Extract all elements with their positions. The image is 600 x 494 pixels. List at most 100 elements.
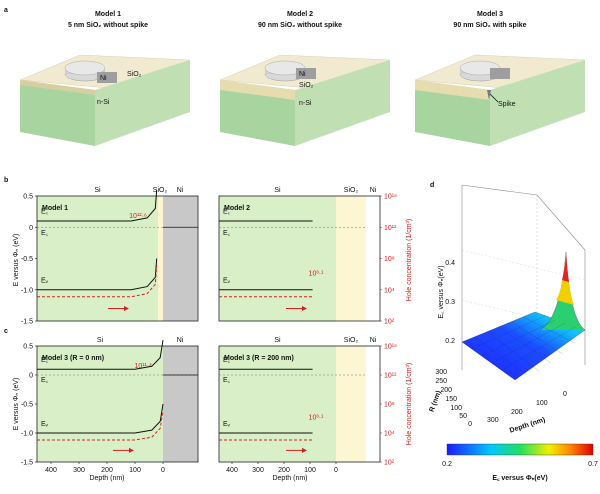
model-1-subtitle: 5 nm SiO₂ without spike [68,22,148,29]
band-panel-c2: Model 3 (R = 200 nm) 10³·¹ E꜀ E꜀ Eᵥ Si SiO₂ Ni 1… [218,337,397,474]
oxide-region [336,346,366,462]
ytick: -0.5 [21,256,33,263]
model-3-title: Model 3 [477,11,503,18]
d-ytick-4: 100 [450,405,462,412]
d-ytick-6: 0 [468,421,472,428]
ni-label: Ni [370,337,377,344]
model-1-si-label: n-Si [97,99,110,106]
xtick: 200 [278,467,290,474]
model-1-ni-label: Ni [100,75,107,82]
si-region [37,346,163,462]
ytick: 0 [29,373,33,380]
sio2-label: SiO₂ [344,337,359,344]
hole-concentration-line [37,265,158,298]
xtick: 300 [252,467,264,474]
annotation: 10³·¹ [309,414,324,421]
ytick: -1.5 [21,319,33,326]
ec-label: E꜀ [223,209,231,216]
model-3-diagram: Model 3 90 nm SiO₂ with spike Spike [414,11,586,146]
panel-title: Model 2 [224,205,250,212]
band-plots: Model 1 10¹²·⁶ E꜀ E꜀ Eᵥ Si SiO₂ Ni 0.5 0 -0.5 -1.0 -… [21,187,397,474]
model-2-oxide-label: SiO₂ [299,82,314,89]
model-3-spike-label: Spike [498,101,516,108]
ev-label: Eᵥ [41,421,49,428]
surface-plot: 0.4 0.3 0.2 E꜀ versus Φₙ(eV) 300 250 200… [429,184,598,482]
oxide-region [158,196,163,321]
ytick: -1.0 [21,431,33,438]
band-panel-c1: Model 3 (R = 0 nm) 10¹¹·³ E꜀ E꜀ Eᵥ Si Ni 0.5 0 -0… [21,337,199,474]
ec-label: E꜀ [41,357,49,364]
panel-letter-d: d [430,182,434,189]
d-xtick-2: 100 [536,400,548,407]
annotation: 10³·¹ [309,270,324,277]
model-1-diagram: Model 1 5 nm SiO₂ without spike Ni SiO₂ … [19,11,191,146]
panel-title: Model 1 [42,205,68,212]
d-ytick-2: 200 [440,387,452,394]
ni-region [163,346,198,462]
model-2-diagram: Model 2 90 nm SiO₂ without spike Ni SiO₂… [219,11,391,146]
panel-letter-a: a [4,7,8,14]
ytick: -1.5 [21,460,33,467]
right-tick: 10¹⁶ [384,344,397,351]
d-xlabel: Depth (nm) [509,417,546,435]
model-3-subtitle: 90 nm SiO₂ with spike [453,22,526,29]
colorbar-max: 0.7 [588,461,598,468]
model-2-subtitle: 90 nm SiO₂ without spike [258,22,342,29]
d-ylabel: R (nm) [429,390,443,413]
d-xtick-1: 200 [511,409,523,416]
annotation: 10¹²·⁶ [129,213,147,220]
panel-title: Model 3 (R = 200 nm) [224,355,294,362]
si-region [219,196,336,321]
d-ytick-3: 150 [445,396,457,403]
right-tick: 10¹⁶ [384,194,397,201]
ni-label: Ni [370,187,377,194]
ytick: 0.5 [23,344,33,351]
sio2-label: SiO₂ [153,187,168,194]
b-ylabel-right: Hole concentration (1/cm³) [406,219,413,301]
colorbar-min: 0.2 [442,461,452,468]
xtick: 200 [101,467,113,474]
c-right-xlabel: Depth (nm) [272,475,307,482]
c-ylabel: E versus Φₙ (eV) [13,378,20,431]
d-ytick-5: 50 [459,413,467,420]
si-region [37,196,158,321]
right-tick: 10⁸ [384,256,395,263]
ec-label: E꜀ [41,209,49,216]
right-tick: 10⁸ [384,402,395,409]
si-label: Si [97,337,104,344]
right-tick: 10⁴ [384,431,395,438]
ef-label: E꜀ [41,377,49,384]
xtick: 300 [73,467,85,474]
band-line-ev [37,403,164,434]
c-left-xlabel: Depth (nm) [89,475,124,482]
d-zlabel: E꜀ versus Φₙ(eV) [438,265,445,318]
model-2-ni-label: Ni [299,71,306,78]
ni-region [163,196,198,321]
si-region [219,346,336,462]
d-xtick-0: 300 [487,417,499,424]
right-tick: 10² [384,460,395,467]
ytick: 0.5 [23,194,33,201]
ec-label: E꜀ [223,357,231,364]
ef-label: E꜀ [223,230,231,237]
sio2-label: SiO₂ [344,187,359,194]
d-xtick-3: 0 [563,391,567,398]
band-panel-b1: Model 1 10¹²·⁶ E꜀ E꜀ Eᵥ Si SiO₂ Ni 0.5 0 -0.5 -1.0 -… [21,187,199,326]
ev-label: Eᵥ [223,277,231,284]
colorbar [446,443,594,456]
band-panel-b2: Model 2 10³·¹ E꜀ E꜀ Eᵥ Si SiO₂ Ni 10¹⁶ 10¹² 10⁸ 10⁴… [218,187,397,326]
d-ztick-0: 0.4 [445,260,455,267]
panel-letter-b: b [4,177,8,184]
c-ylabel-right: Hole concentration (1/cm³) [406,363,413,445]
right-tick: 10¹² [384,373,397,380]
panel-title: Model 3 (R = 0 nm) [42,355,104,362]
colorbar-label: E꜀ versus Φₙ(eV) [492,475,547,482]
ev-label: Eᵥ [223,421,231,428]
right-tick: 10⁴ [384,287,395,294]
d-ztick-1: 0.3 [445,299,455,306]
si-label: Si [274,337,281,344]
xtick: 100 [304,467,316,474]
ni-label: Ni [177,187,184,194]
ytick: -0.5 [21,402,33,409]
